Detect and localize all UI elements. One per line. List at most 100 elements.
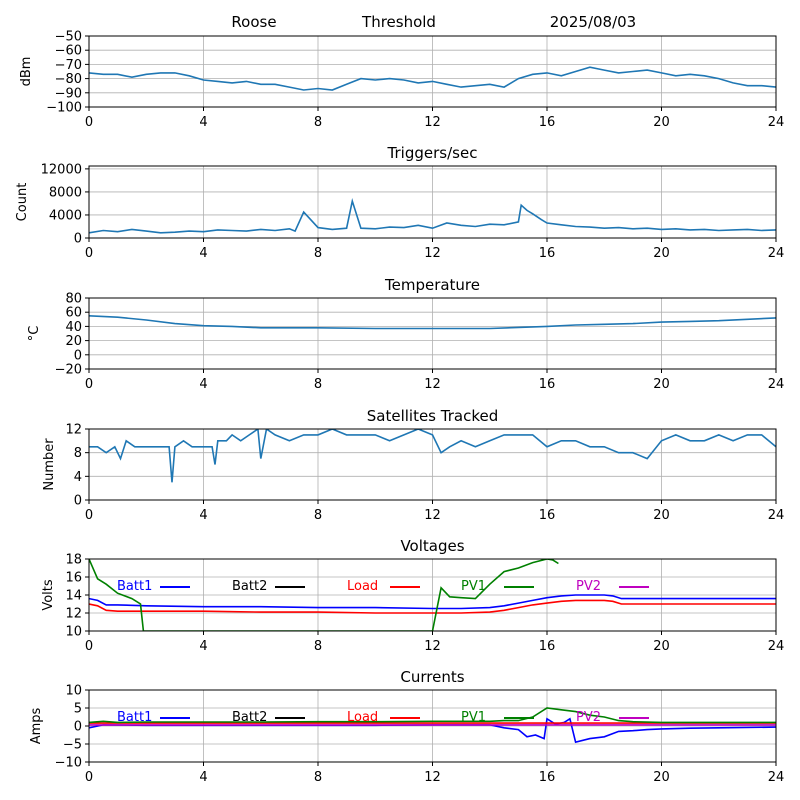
legend-label-pv1: PV1 <box>461 710 486 725</box>
y-tick-label: −10 <box>55 756 82 771</box>
panel-title: Currents <box>400 668 464 686</box>
x-tick-label: 24 <box>768 508 785 523</box>
header-station: Roose <box>231 13 276 31</box>
y-tick-label: 0 <box>74 720 82 735</box>
x-tick-label: 0 <box>85 246 93 261</box>
y-tick-label: 60 <box>65 306 82 321</box>
y-tick-label: 8000 <box>49 185 82 200</box>
y-tick-label: 10 <box>65 684 82 699</box>
y-tick-label: 16 <box>65 571 82 586</box>
y-tick-label: 0 <box>74 348 82 363</box>
legend-label-batt1: Batt1 <box>117 710 152 725</box>
x-tick-label: 4 <box>199 377 207 392</box>
x-tick-label: 24 <box>768 246 785 261</box>
y-tick-label: 10 <box>65 625 82 640</box>
legend-label-batt2: Batt2 <box>232 710 267 725</box>
x-tick-label: 12 <box>424 115 441 130</box>
x-tick-label: 0 <box>85 508 93 523</box>
x-tick-label: 4 <box>199 639 207 654</box>
x-tick-label: 16 <box>539 639 556 654</box>
y-tick-label: 8 <box>74 446 82 461</box>
y-tick-label: −60 <box>55 44 82 59</box>
y-tick-label: −50 <box>55 30 82 45</box>
x-tick-label: 8 <box>314 639 322 654</box>
header-date: 2025/08/03 <box>550 13 636 31</box>
y-axis-label: dBm <box>19 57 34 87</box>
x-tick-label: 0 <box>85 770 93 785</box>
panel-title: Voltages <box>400 537 464 555</box>
y-tick-label: 80 <box>65 292 82 307</box>
legend-label-load: Load <box>347 710 378 725</box>
y-tick-label: 5 <box>74 702 82 717</box>
x-tick-label: 16 <box>539 508 556 523</box>
x-tick-label: 24 <box>768 377 785 392</box>
series-line-satellites <box>89 429 776 483</box>
y-tick-label: −100 <box>46 101 82 116</box>
legend-label-pv2: PV2 <box>576 710 601 725</box>
legend-label-load: Load <box>347 579 378 594</box>
legend-label-pv1: PV1 <box>461 579 486 594</box>
x-tick-label: 4 <box>199 115 207 130</box>
x-tick-label: 4 <box>199 246 207 261</box>
y-axis-label: Amps <box>29 707 44 744</box>
x-tick-label: 20 <box>653 377 670 392</box>
series-line-pv1 <box>89 707 776 724</box>
x-tick-label: 12 <box>424 246 441 261</box>
y-tick-label: 14 <box>65 589 82 604</box>
x-tick-label: 8 <box>314 770 322 785</box>
x-tick-label: 20 <box>653 508 670 523</box>
panel-currents: 0 4 8 12 16 20 24 −10 −5 0 5 10 Currents Amps Batt1 Bat… <box>29 668 784 785</box>
x-tick-label: 16 <box>539 115 556 130</box>
y-tick-label: 40 <box>65 320 82 335</box>
y-tick-label: −80 <box>55 72 82 87</box>
y-axis-label: Number <box>42 438 57 491</box>
y-tick-label: 20 <box>65 334 82 349</box>
series-line-signal <box>89 66 776 91</box>
y-tick-label: 12 <box>65 423 82 438</box>
x-tick-label: 12 <box>424 508 441 523</box>
y-tick-label: 12000 <box>41 162 82 177</box>
x-tick-label: 20 <box>653 639 670 654</box>
y-tick-label: −70 <box>55 58 82 73</box>
x-tick-label: 24 <box>768 639 785 654</box>
panel-signal: 0 4 8 12 16 20 24 −100−90−80−70−60−50 dBm <box>19 30 784 131</box>
y-tick-label: 18 <box>65 553 82 568</box>
x-tick-label: 4 <box>199 770 207 785</box>
x-tick-label: 0 <box>85 377 93 392</box>
series-line-pv1 <box>89 559 559 631</box>
y-tick-label: −5 <box>63 738 82 753</box>
y-axis-label: Volts <box>41 579 56 611</box>
x-tick-label: 8 <box>314 377 322 392</box>
legend-label-batt2: Batt2 <box>232 579 267 594</box>
x-tick-label: 20 <box>653 246 670 261</box>
x-tick-label: 0 <box>85 639 93 654</box>
x-tick-label: 20 <box>653 770 670 785</box>
x-tick-label: 24 <box>768 115 785 130</box>
panel-title: Triggers/sec <box>387 144 478 162</box>
y-tick-label: −90 <box>55 86 82 101</box>
x-tick-label: 16 <box>539 770 556 785</box>
x-tick-label: 12 <box>424 770 441 785</box>
panel-voltages: 0 4 8 12 16 20 24 10 12 14 16 18 Voltages Volts Batt1 B… <box>41 537 784 654</box>
y-tick-label: 4 <box>74 470 82 485</box>
panel-title: Satellites Tracked <box>367 407 498 425</box>
x-tick-label: 8 <box>314 246 322 261</box>
legend-label-batt1: Batt1 <box>117 579 152 594</box>
x-tick-label: 24 <box>768 770 785 785</box>
series-line-triggers <box>89 197 776 234</box>
panel-satellites: 0 4 8 12 16 20 24 0 4 8 12 Satellites Tracked Number <box>42 407 784 523</box>
x-tick-label: 16 <box>539 377 556 392</box>
y-tick-label: 0 <box>74 494 82 509</box>
legend-label-pv2: PV2 <box>576 579 601 594</box>
y-axis-label: Count <box>15 183 30 222</box>
x-tick-label: 20 <box>653 115 670 130</box>
series-line-batt1 <box>89 594 776 610</box>
y-axis-label: °C <box>27 326 42 342</box>
y-tick-label: 4000 <box>49 208 82 223</box>
y-tick-label: 12 <box>65 607 82 622</box>
x-tick-label: 8 <box>314 508 322 523</box>
panel-title: Temperature <box>384 276 480 294</box>
